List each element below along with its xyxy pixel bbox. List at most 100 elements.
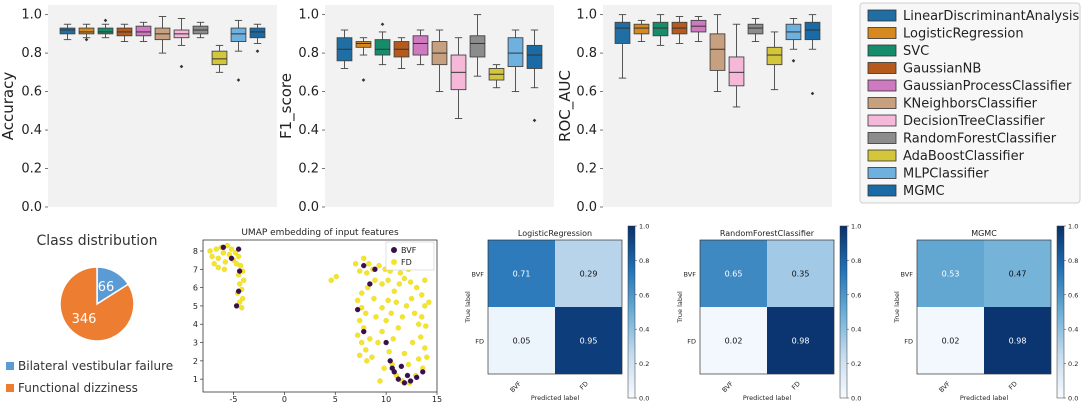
umap-point-fd: [364, 270, 370, 276]
cm-colorbar-label-0: 0.6: [639, 291, 649, 299]
umap-point-bvf: [361, 262, 367, 269]
umap-point-fd: [220, 250, 226, 256]
f1-ytick-label: 0.0: [298, 200, 319, 215]
confusion-matrix-mgmc: MGMC 0.53 0.47 0.02 0.98 BVF FD BVF FD True label…: [893, 223, 1078, 403]
umap-point-bvf: [372, 266, 378, 272]
accuracy-box-1-iqr: [78, 27, 95, 35]
umap-point-fd: [239, 305, 245, 311]
umap-point-fd: [377, 378, 383, 384]
umap-point-fd: [232, 250, 239, 256]
roc-ytick-label: 0.8: [576, 46, 597, 61]
umap-point-fd: [375, 339, 381, 346]
roc-box-10-outlier: [810, 91, 815, 96]
umap-point-fd: [422, 345, 428, 351]
cm-title-1: RandomForestClassifier: [720, 229, 815, 238]
umap-point-fd: [391, 288, 397, 294]
cm-value-2-10: 0.02: [942, 337, 960, 346]
umap-point-fd: [363, 310, 369, 316]
roc-ytick-label: 0.4: [576, 123, 597, 138]
cm-colorbar-1: [839, 225, 848, 399]
legend-label-4: GaussianProcessClassifier: [903, 79, 1072, 94]
roc-box-6-iqr: [728, 56, 745, 87]
cm-ytick-0: BVF: [472, 271, 485, 279]
roc-box-0-iqr: [614, 21, 631, 44]
confusion-matrix-randomforest: RandomForestClassifier 0.65 0.35 0.02 0.98 BV…: [676, 223, 861, 403]
roc-ytick-label: 0.6: [576, 85, 597, 100]
umap-xtick-label: 0: [282, 395, 287, 403]
cm-cell-0-01: [555, 240, 622, 307]
umap-point-fd: [419, 314, 425, 320]
accuracy-ytick-label: 0.2: [21, 162, 42, 177]
legend-label-5: KNeighborsClassifier: [903, 97, 1038, 112]
umap-point-bvf: [228, 255, 235, 261]
cm-colorbar-label-2: 0.0: [1068, 395, 1078, 403]
accuracy-box-2-outlier: [103, 18, 108, 23]
umap-legend-marker-fd: [391, 259, 397, 265]
f1-box-marks: 0.0 0.2 0.4 0.6 0.8 1.0: [298, 8, 543, 215]
roc-ytick-label: 0.2: [576, 162, 597, 177]
umap-point-fd: [364, 358, 370, 364]
f1-box-1-outlier: [361, 78, 366, 82]
f1-ytick-label: 0.2: [298, 162, 319, 177]
umap-point-fd: [416, 356, 422, 362]
accuracy-box-10-iqr: [249, 27, 266, 39]
accuracy-box-6-outlier: [179, 64, 184, 69]
umap-legend-fd: FD: [401, 258, 412, 267]
cm-cell-2-00: [917, 240, 984, 307]
cm-value-2-01: 0.47: [1009, 270, 1027, 279]
cm-colorbar-2: [1056, 225, 1065, 399]
cm-value-1-10: 0.02: [725, 337, 743, 346]
confusion-matrix-logisticregression: LogisticRegression 0.71 0.29 0.05 0.95 BVF FD B…: [464, 223, 649, 403]
legend-swatch-7: [867, 132, 897, 144]
pie-legend-bvf: Bilateral vestibular failure: [18, 359, 173, 373]
legend-swatch-3: [867, 62, 897, 74]
umap-point-fd: [426, 299, 432, 305]
umap-point-fd: [379, 281, 385, 287]
umap-point-fd: [396, 281, 403, 287]
umap-point-fd: [414, 284, 420, 291]
umap-point-fd: [328, 277, 334, 283]
umap-point-fd: [399, 314, 406, 320]
umap-point-fd: [236, 281, 243, 287]
roc-box-5-iqr: [709, 33, 726, 71]
umap-point-bvf: [414, 374, 420, 380]
umap-point-fd: [393, 299, 399, 305]
accuracy-ytick-label: 0.4: [21, 123, 42, 138]
cm-ytick-2: BVF: [901, 271, 914, 279]
umap-point-fd: [357, 352, 363, 359]
umap-point-bvf: [401, 380, 408, 386]
umap-point-fd: [385, 277, 391, 283]
umap-point-fd: [376, 262, 382, 269]
umap-point-fd: [405, 361, 412, 368]
umap-point-fd: [409, 339, 416, 346]
accuracy-box-2-iqr: [97, 27, 114, 35]
f1-box-7-iqr: [469, 35, 486, 58]
cm-colorbar-label-0: 0.2: [639, 360, 649, 368]
cm-colorbar-label-0: 1.0: [639, 223, 649, 231]
legend-swatch-6: [867, 114, 897, 127]
pie-title: Class distribution: [36, 233, 157, 249]
pie-legend-fd: Functional dizziness: [18, 381, 138, 395]
legend-swatch-9: [867, 167, 897, 179]
umap-point-bvf: [220, 244, 226, 250]
cm-cell-0-10: [488, 307, 555, 374]
cm-cell-2-11: [984, 307, 1051, 374]
roc-box-8-iqr: [766, 46, 783, 66]
umap-point-fd: [361, 255, 367, 261]
accuracy-ylabel: Accuracy: [0, 72, 17, 141]
roc-box-2-iqr: [652, 21, 669, 37]
accuracy-box-1-outlier: [84, 37, 89, 42]
roc-box-1-iqr: [633, 23, 650, 35]
umap-point-fd: [390, 336, 396, 342]
roc-box-7-iqr: [747, 23, 764, 35]
cm-ylabel-0: True label: [464, 291, 472, 324]
umap-point-fd: [359, 339, 365, 346]
umap-point-bvf: [367, 281, 373, 287]
roc-box-marks: 0.0 0.2 0.4 0.6 0.8 1.0: [576, 8, 821, 215]
umap-point-bvf: [407, 378, 414, 384]
umap-point-fd: [419, 292, 425, 298]
cm-colorbar-label-1: 0.2: [851, 360, 861, 368]
umap-point-fd: [241, 277, 247, 283]
pie-legend-swatch-fd: [6, 384, 14, 392]
cm-ylabel-1: True label: [676, 291, 684, 324]
